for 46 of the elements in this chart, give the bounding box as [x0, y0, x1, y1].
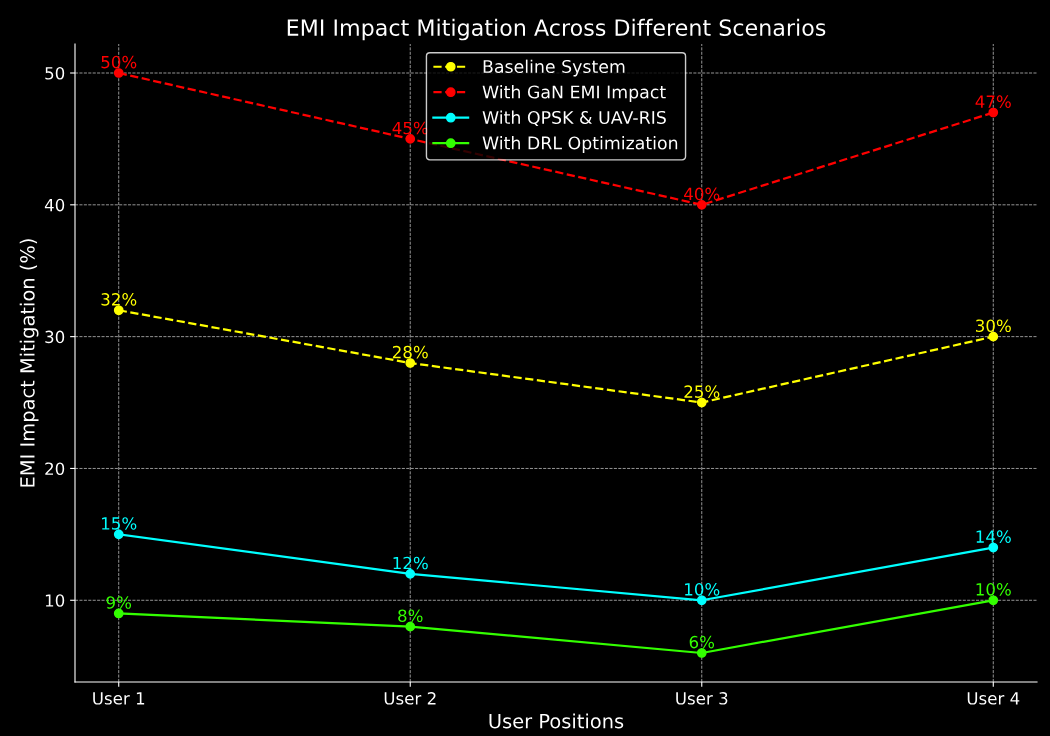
- data-label: 6%: [689, 635, 715, 649]
- x-tick-label: User 3: [676, 692, 728, 705]
- x-axis-title: User Positions: [489, 713, 624, 729]
- point: [988, 107, 999, 118]
- y-tick-label: 40: [44, 198, 65, 212]
- point: [405, 134, 416, 144]
- data-label: 32%: [101, 293, 137, 306]
- point: [113, 305, 124, 316]
- point: [696, 648, 707, 658]
- x-tick-label: User 1: [93, 692, 145, 705]
- point: [405, 569, 416, 579]
- legend-label: Baseline System: [483, 59, 625, 77]
- y-tick-label: 10: [45, 594, 65, 607]
- legend-label: With DRL Optimization: [482, 136, 678, 153]
- chart-title: EMI Impact Mitigation Across Different Scenarios: [287, 18, 826, 41]
- point: [988, 542, 999, 553]
- point: [113, 608, 124, 619]
- legend-label: With QPSK & UAV-RIS: [482, 110, 666, 127]
- data-label: 30%: [976, 319, 1011, 333]
- data-label: 9%: [106, 596, 132, 609]
- x-tick-label: User 2: [384, 692, 436, 705]
- point: [696, 595, 707, 606]
- point: [405, 621, 416, 632]
- data-label: 47%: [975, 95, 1011, 108]
- data-label: 8%: [398, 609, 423, 623]
- y-tick-label: 20: [45, 462, 65, 476]
- point: [988, 595, 999, 606]
- data-label: 40%: [684, 187, 720, 201]
- point: [113, 529, 124, 540]
- x-tick-label: User 4: [967, 692, 1020, 705]
- data-label: 10%: [685, 583, 720, 596]
- y-tick-label: 50: [45, 66, 65, 80]
- y-axis-title: EMI Impact Mitigation (%): [19, 239, 39, 487]
- point: [696, 397, 707, 408]
- data-label: 10%: [976, 583, 1011, 596]
- data-label: 14%: [976, 530, 1011, 543]
- point: [988, 331, 999, 342]
- legend-label: With GaN EMI Impact: [482, 85, 666, 102]
- point: [405, 358, 416, 368]
- data-label: 25%: [684, 385, 720, 398]
- y-tick-label: 30: [45, 330, 65, 344]
- data-label: 28%: [392, 345, 428, 359]
- data-label: 12%: [393, 556, 428, 570]
- point: [113, 68, 124, 78]
- data-label: 50%: [101, 55, 137, 69]
- data-label: 15%: [102, 517, 137, 530]
